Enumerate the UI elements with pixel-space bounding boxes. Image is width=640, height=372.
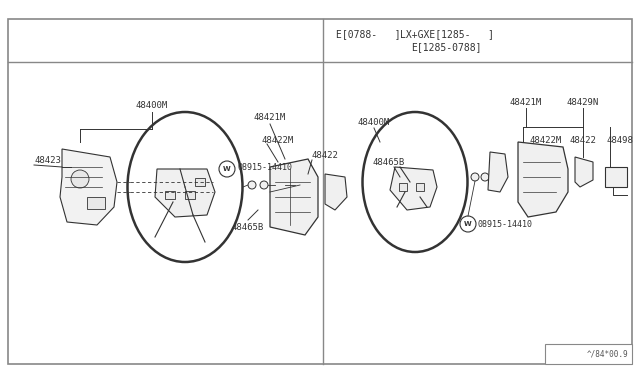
Text: 08915-14410: 08915-14410: [478, 219, 533, 228]
Bar: [87, 197, 105, 209]
Text: ^/84*00.9: ^/84*00.9: [586, 350, 628, 359]
Text: 48429N: 48429N: [567, 97, 599, 106]
Text: 08915-14410: 08915-14410: [237, 163, 292, 171]
Bar: [185, 191, 195, 199]
Text: W: W: [464, 221, 472, 227]
Text: 48400M: 48400M: [136, 100, 168, 109]
Circle shape: [275, 180, 285, 190]
Circle shape: [71, 170, 89, 188]
Text: 48421M: 48421M: [510, 97, 542, 106]
Polygon shape: [518, 142, 568, 217]
Text: W: W: [223, 166, 231, 172]
Circle shape: [460, 216, 476, 232]
Circle shape: [248, 181, 256, 189]
Bar: [399, 183, 407, 191]
Text: LX+GXE[1285-   ]: LX+GXE[1285- ]: [400, 29, 494, 39]
Text: 48465B: 48465B: [373, 157, 405, 167]
Text: 48422M: 48422M: [262, 135, 294, 144]
Polygon shape: [575, 157, 593, 187]
Bar: [165, 191, 175, 199]
Text: 48422: 48422: [570, 135, 597, 144]
Text: E[0788-   ]: E[0788- ]: [336, 29, 401, 39]
Polygon shape: [270, 159, 318, 235]
Polygon shape: [488, 152, 508, 192]
Bar: [416, 183, 424, 191]
Text: 48421M: 48421M: [254, 112, 286, 122]
Circle shape: [219, 161, 235, 177]
Text: 48422M: 48422M: [530, 135, 563, 144]
Bar: [605, 167, 627, 187]
Circle shape: [481, 173, 489, 181]
Circle shape: [471, 173, 479, 181]
Polygon shape: [155, 169, 215, 217]
Circle shape: [260, 181, 268, 189]
Bar: [195, 178, 205, 186]
Text: 48423: 48423: [34, 155, 61, 164]
Bar: [545, 344, 632, 364]
Polygon shape: [390, 167, 437, 210]
Text: 48400M: 48400M: [358, 118, 390, 126]
Polygon shape: [325, 174, 347, 210]
Text: E[1285-0788]: E[1285-0788]: [411, 42, 481, 52]
Text: 48465B: 48465B: [232, 222, 264, 231]
Polygon shape: [60, 149, 117, 225]
Text: 48498: 48498: [607, 135, 634, 144]
Text: 48422: 48422: [312, 151, 339, 160]
